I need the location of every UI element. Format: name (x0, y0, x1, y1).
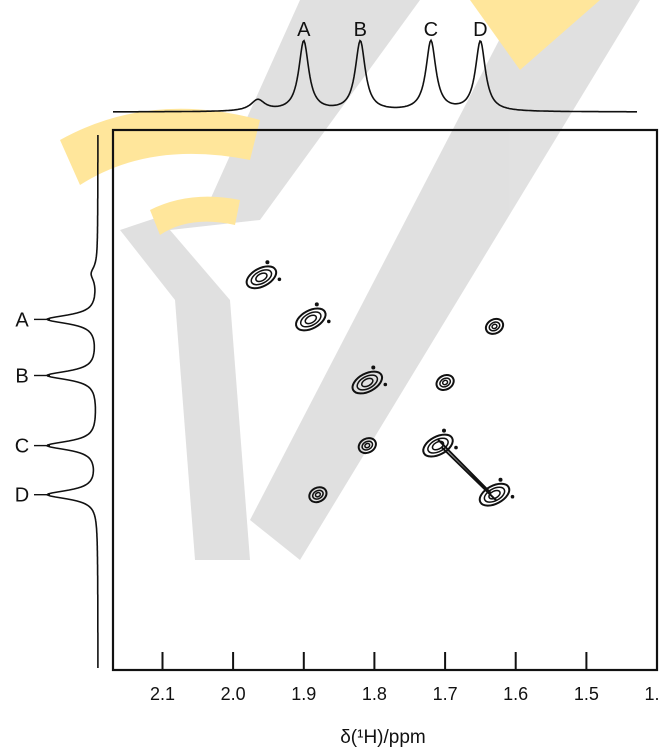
cross-peak-7 (435, 374, 455, 391)
contour-dot (498, 477, 503, 482)
contour-dot (371, 365, 376, 370)
diagonal-peak-3 (478, 477, 515, 507)
contour-dot (383, 382, 388, 387)
contour-ring (427, 437, 449, 454)
plot-frame (111, 128, 659, 672)
contour-dot (510, 494, 515, 499)
contour-ring (484, 317, 505, 335)
contour-ring (361, 440, 374, 451)
cross-peak-5 (308, 486, 328, 504)
contour-ring (364, 442, 371, 449)
diagonal-peak-1 (351, 365, 388, 395)
contour-ring (308, 486, 328, 504)
contour-ridge (437, 438, 498, 502)
watermark (60, 0, 640, 560)
contour-ring (361, 377, 374, 388)
contour-ring (245, 265, 278, 290)
x-tick-label: 1.7 (433, 684, 458, 704)
diagonal-peak-2 (422, 428, 458, 458)
left-peak-labels: D C B A (15, 309, 50, 507)
contour-ring (439, 377, 452, 388)
x-tick-label: 1.4 (644, 684, 659, 704)
x-axis-ticks: 2.1 2.0 1.9 1.8 1.7 1.6 1.5 1.4 (150, 652, 659, 704)
watermark-swoosh (60, 108, 260, 185)
contour-ring (304, 314, 318, 325)
contour-dot (442, 428, 446, 433)
x-tick-label: 1.5 (574, 684, 599, 704)
left-peak-label-d: D (15, 485, 29, 507)
contour-ring (488, 489, 501, 500)
x-tick-label: 1.6 (503, 684, 528, 704)
contour-dot (327, 319, 331, 324)
top-peak-label-b: B (354, 19, 367, 41)
contour-ring (431, 440, 445, 451)
contour-ring (255, 272, 268, 283)
contour-ring (478, 482, 511, 507)
watermark-swoosh-small (150, 196, 240, 235)
x-tick-label: 2.0 (221, 684, 246, 704)
x-tick-label: 1.8 (362, 684, 387, 704)
top-1d-spectrum (113, 38, 637, 113)
diagonal-peak-4 (245, 260, 282, 290)
contour-ring (422, 433, 454, 458)
contour-ring (299, 311, 322, 328)
left-peak-label-a: A (15, 309, 29, 331)
contour-dot (277, 277, 282, 282)
left-1d-spectrum (46, 135, 99, 668)
watermark-stroke-main (120, 0, 420, 560)
cross-peak-6 (357, 437, 377, 455)
left-peak-label-c: C (15, 436, 29, 458)
contour-ring (314, 491, 322, 498)
x-axis-title: δ(¹H)/ppm (340, 727, 426, 748)
x-tick-label: 1.9 (291, 684, 316, 704)
x-tick-label: 2.1 (150, 684, 175, 704)
top-peak-label-a: A (297, 19, 311, 41)
contour-ring (351, 370, 384, 395)
contour-ring (488, 321, 501, 332)
top-peak-labels: A B C D (297, 19, 487, 41)
contour-ring (491, 323, 498, 330)
top-peak-label-d: D (473, 19, 487, 41)
contour-dot (265, 260, 270, 265)
left-peak-label-b: B (15, 366, 28, 388)
contour-dot (454, 445, 458, 450)
diagonal-peak-0 (295, 302, 331, 332)
contour-ring (311, 489, 324, 500)
contour-ring (441, 379, 449, 386)
watermark-triangle (470, 0, 600, 70)
contour-ring (250, 269, 273, 286)
contour-peaks (245, 260, 515, 507)
contour-ring (295, 307, 327, 332)
contour-ring (357, 437, 377, 455)
contour-dot (314, 302, 319, 307)
contour-ring (483, 486, 506, 503)
watermark-stroke-right (250, 0, 640, 560)
contour-ring (435, 374, 455, 391)
top-peak-label-c: C (424, 19, 438, 41)
contour-ring (356, 374, 379, 391)
cross-peak-8 (484, 317, 505, 335)
